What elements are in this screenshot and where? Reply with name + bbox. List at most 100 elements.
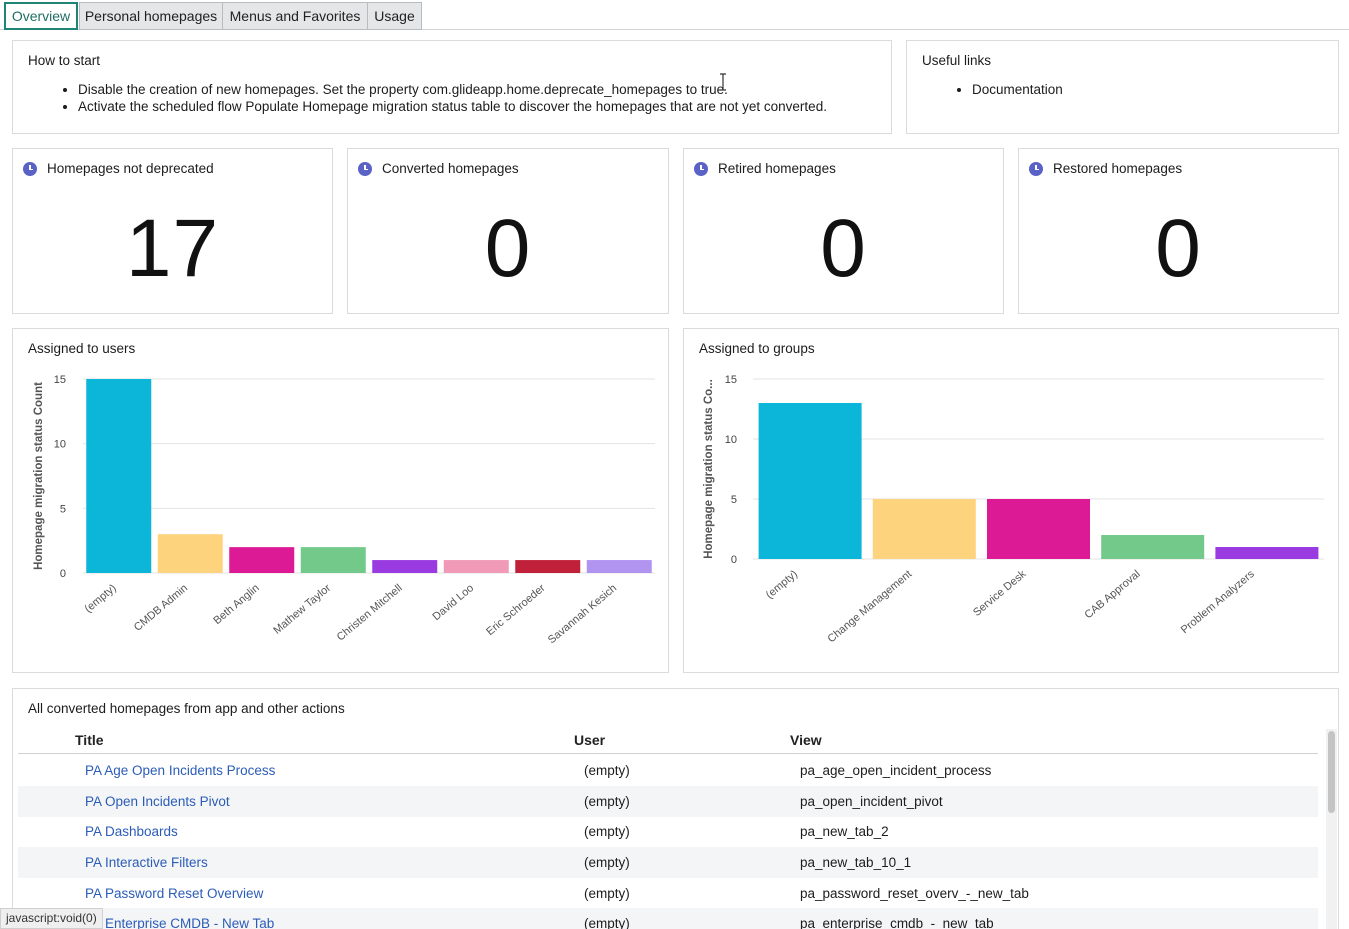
homepage-user: (empty)	[584, 824, 630, 839]
column-header-view[interactable]: View	[790, 732, 822, 748]
tab-menus-and-favorites[interactable]: Menus and Favorites	[222, 2, 368, 30]
homepage-title-link[interactable]: PA Dashboards	[85, 824, 178, 839]
tab-personal-homepages[interactable]: Personal homepages	[79, 2, 223, 30]
how-to-start-card: How to start Disable the creation of new…	[12, 40, 892, 134]
scrollbar-thumb[interactable]	[1328, 731, 1335, 813]
y-tick-label: 0	[731, 554, 737, 566]
x-tick-label: Problem Analyzers	[1179, 568, 1257, 636]
status-bar-url: javascript:void(0)	[0, 908, 103, 929]
y-tick-label: 5	[731, 494, 737, 506]
chart-bar[interactable]	[586, 560, 652, 573]
chart-bar[interactable]	[1215, 547, 1319, 559]
y-tick-label: 10	[725, 434, 737, 446]
homepage-title-link[interactable]: PA Age Open Incidents Process	[85, 763, 276, 778]
chart-bar[interactable]	[300, 547, 366, 573]
documentation-link[interactable]: Documentation	[972, 81, 1063, 98]
homepage-user: (empty)	[584, 855, 630, 870]
scorecard-value[interactable]: 0	[484, 203, 532, 294]
chart-bar[interactable]	[443, 560, 509, 573]
homepage-view: pa_enterprise_cmdb_-_new_tab	[800, 916, 994, 929]
scorecard-converted-homepages[interactable]: Converted homepages 0	[347, 148, 669, 314]
homepage-view: pa_new_tab_2	[800, 824, 889, 839]
y-tick-label: 10	[54, 439, 66, 451]
assigned-to-groups-card: Assigned to groups 0 5 10 15 Homepage migrat…	[683, 328, 1339, 673]
useful-links-title: Useful links	[922, 53, 992, 68]
x-tick-label: Eric Schroeder	[484, 582, 548, 638]
clock-icon	[23, 162, 37, 176]
x-tick-label: Mathew Taylor	[271, 582, 333, 637]
scorecard-restored-homepages[interactable]: Restored homepages 0	[1018, 148, 1339, 314]
x-tick-label: Beth Anglin	[211, 582, 261, 627]
homepage-view: pa_age_open_incident_process	[800, 763, 992, 778]
clock-icon	[358, 162, 372, 176]
column-header-user[interactable]: User	[574, 732, 606, 748]
tab-usage[interactable]: Usage	[367, 2, 422, 30]
homepage-user: (empty)	[584, 886, 630, 901]
table-scrollbar[interactable]	[1326, 729, 1337, 929]
how-to-start-list: Disable the creation of new homepages. S…	[78, 81, 827, 115]
homepage-view: pa_open_incident_pivot	[800, 794, 943, 809]
table-row: PA Enterprise CMDB - New Tab (empty) pa_…	[18, 908, 1318, 929]
table-title: All converted homepages from app and oth…	[28, 701, 345, 716]
x-tick-label: CAB Approval	[1082, 568, 1142, 621]
x-tick-label: Christen Mitchell	[335, 582, 405, 643]
scorecard-value[interactable]: 0	[820, 203, 867, 294]
table-row: PA Open Incidents Pivot (empty) pa_open_…	[18, 786, 1318, 817]
homepage-title-link[interactable]: PA Open Incidents Pivot	[85, 794, 230, 809]
converted-homepages-card: All converted homepages from app and oth…	[12, 688, 1339, 929]
chart-bar[interactable]	[872, 499, 976, 559]
x-tick-label: Savannah Kesich	[546, 582, 619, 646]
y-axis-title: Homepage migration status Count	[33, 382, 45, 570]
homepage-title-link[interactable]: PA Interactive Filters	[85, 855, 208, 870]
homepage-title-link[interactable]: PA Enterprise CMDB - New Tab	[85, 916, 275, 929]
chart-title: Assigned to groups	[699, 341, 815, 356]
homepage-user: (empty)	[584, 794, 630, 809]
table-row: PA Interactive Filters (empty) pa_new_ta…	[18, 847, 1318, 878]
homepage-title-link[interactable]: PA Password Reset Overview	[85, 886, 264, 901]
y-axis-title: Homepage migration status Co...	[703, 379, 715, 559]
chart-bar[interactable]	[229, 547, 295, 573]
chart-bar[interactable]	[157, 534, 223, 573]
assigned-to-users-card: Assigned to users 0 5 10 15 Homepage migrati…	[12, 328, 669, 673]
how-to-start-step: Activate the scheduled flow Populate Hom…	[78, 98, 827, 115]
table-row: PA Dashboards (empty) pa_new_tab_2	[18, 816, 1318, 847]
x-tick-label: CMDB Admin	[132, 582, 190, 634]
x-tick-label: (empty)	[82, 582, 118, 615]
homepage-user: (empty)	[584, 763, 630, 778]
chart-bar[interactable]	[758, 403, 862, 559]
chart-bar[interactable]	[86, 379, 152, 573]
useful-links-list: Documentation	[972, 81, 1063, 98]
homepage-user: (empty)	[584, 916, 630, 929]
how-to-start-title: How to start	[28, 53, 101, 68]
chart-bar[interactable]	[515, 560, 581, 573]
table-row: PA Age Open Incidents Process (empty) pa…	[18, 755, 1318, 786]
chart-bar[interactable]	[372, 560, 438, 573]
y-tick-label: 15	[725, 374, 737, 386]
chart-bar[interactable]	[987, 499, 1090, 559]
y-tick-label: 0	[60, 568, 66, 580]
scorecard-retired-homepages[interactable]: Retired homepages 0	[683, 148, 1004, 314]
x-tick-label: Service Desk	[971, 568, 1029, 619]
homepage-view: pa_new_tab_10_1	[800, 855, 912, 870]
tab-overview[interactable]: Overview	[4, 2, 78, 30]
x-tick-label: Change Management	[825, 568, 914, 645]
column-header-title[interactable]: Title	[75, 732, 104, 748]
how-to-start-step: Disable the creation of new homepages. S…	[78, 81, 827, 98]
y-tick-label: 15	[54, 374, 66, 386]
chart-bar[interactable]	[1101, 535, 1205, 559]
y-tick-label: 5	[60, 503, 66, 515]
chart-title: Assigned to users	[28, 341, 136, 356]
table-header: Title User View	[18, 729, 1318, 754]
scorecard-homepages-not-deprecated[interactable]: Homepages not deprecated 17	[12, 148, 333, 314]
scorecard-title: Retired homepages	[718, 161, 836, 176]
text-cursor-icon	[720, 73, 726, 91]
clock-icon	[1029, 162, 1043, 176]
scorecard-value[interactable]: 17	[125, 203, 220, 294]
assigned-to-users-chart: 0 5 10 15 Homepage migration status Count (em…	[33, 374, 655, 646]
scorecard-title: Homepages not deprecated	[47, 161, 214, 176]
scorecard-value[interactable]: 0	[1155, 203, 1202, 294]
x-tick-label: (empty)	[764, 568, 800, 601]
scorecard-title: Converted homepages	[382, 161, 519, 176]
assigned-to-groups-chart: 0 5 10 15 Homepage migration status Co... (em…	[703, 374, 1324, 645]
x-tick-label: David Loo	[431, 582, 477, 623]
